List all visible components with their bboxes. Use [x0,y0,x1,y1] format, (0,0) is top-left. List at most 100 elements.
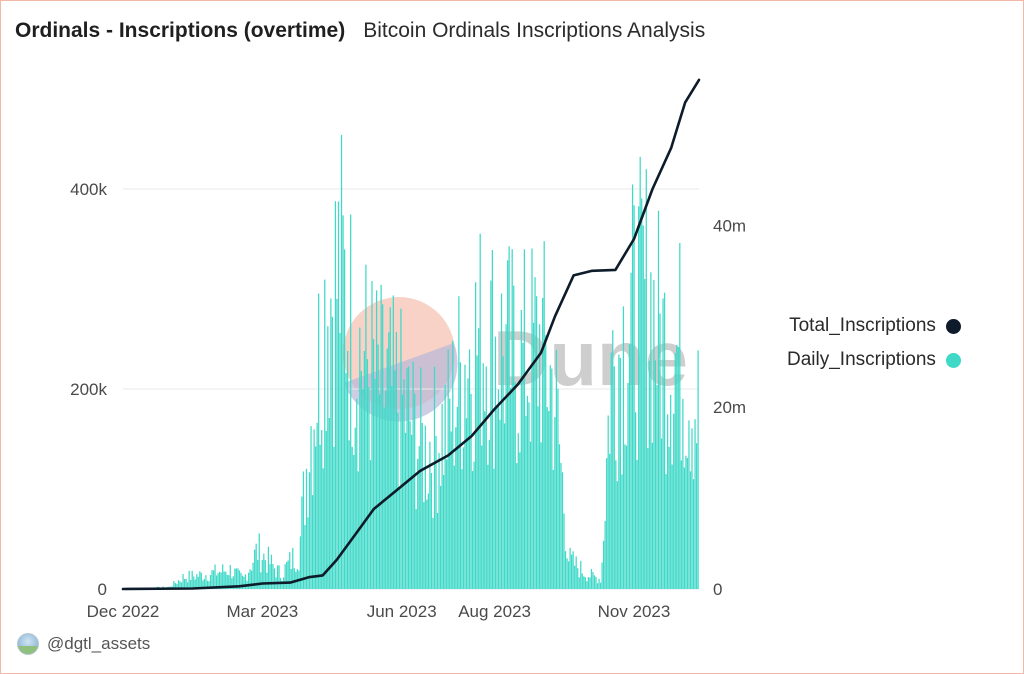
daily-bar [226,574,228,589]
daily-bar [676,344,678,589]
legend-label-daily: Daily_Inscriptions [787,349,936,370]
daily-bar [682,398,684,589]
daily-bar [590,569,593,589]
daily-bar [337,201,340,589]
daily-bar [249,569,251,589]
daily-bar [331,316,334,589]
daily-bar [386,348,388,589]
daily-bar [532,322,535,589]
daily-bar [628,344,631,589]
daily-bar [209,575,212,589]
daily-bar [686,457,689,589]
daily-bar [348,440,350,589]
daily-bar [546,407,548,589]
daily-bar [622,306,625,589]
daily-bar [596,583,599,589]
daily-bar [564,551,567,589]
legend-item-daily[interactable]: Daily_Inscriptions [787,343,961,377]
author-handle[interactable]: @dgtl_assets [47,634,151,653]
daily-bar [677,346,679,589]
daily-bar [365,264,367,589]
daily-bar [688,420,690,589]
daily-bar [372,339,375,589]
x-tick-label: Mar 2023 [226,602,298,621]
daily-bar [310,426,312,589]
daily-bar [478,328,480,589]
daily-bar [351,446,353,589]
daily-bar [441,403,443,589]
daily-bar [694,419,696,589]
daily-bar [409,421,411,589]
daily-bar [645,169,647,589]
daily-bar [366,359,369,589]
daily-bar [232,576,234,589]
daily-bar [507,260,509,589]
chart-title[interactable]: Ordinals - Inscriptions (overtime) [15,19,346,42]
daily-bar [674,353,676,589]
daily-bar [276,565,279,589]
daily-bar [587,577,590,589]
daily-bar [319,444,321,589]
daily-bar [299,536,302,589]
legend-item-total[interactable]: Total_Inscriptions [787,309,961,343]
daily-bar [545,335,547,589]
daily-bar [503,423,506,589]
daily-bar [238,570,241,589]
daily-bar [257,559,259,589]
daily-bar [450,431,452,589]
x-tick-label: Jun 2023 [367,602,437,621]
daily-bar [662,298,664,589]
daily-bar [290,568,292,589]
daily-bar [255,543,257,589]
daily-bar [592,572,594,589]
daily-bar [488,439,490,589]
daily-bar [482,363,484,589]
daily-bar [452,340,454,589]
daily-bar [683,467,686,589]
user-avatar-icon[interactable] [17,633,39,655]
daily-bar [487,464,489,589]
daily-bar [362,388,364,589]
chart-legend: Total_Inscriptions Daily_Inscriptions [787,309,961,377]
daily-bar [343,249,346,589]
daily-bar [205,575,207,589]
daily-bar [179,581,181,589]
daily-bar [424,425,426,589]
right-axis: 0 20m 40m [713,216,746,599]
daily-bar [606,458,608,589]
daily-bar [567,561,570,589]
x-tick-label: Aug 2023 [458,602,531,621]
daily-bar [397,412,399,589]
daily-bar [418,446,420,589]
daily-bar [202,580,204,589]
daily-bar [240,572,242,589]
daily-bar [321,429,323,589]
daily-bar [660,438,663,589]
daily-bar [289,552,291,589]
daily-bar [635,412,637,589]
daily-bar [429,441,431,589]
daily-bar [685,455,687,589]
daily-bar [296,569,298,589]
daily-bar [566,558,568,589]
left-tick-label: 0 [98,580,107,599]
daily-bar [389,307,391,589]
daily-bar [446,459,448,589]
daily-bar [607,415,609,589]
daily-bar [542,297,544,589]
daily-bar [508,246,510,590]
daily-bar [247,572,250,589]
daily-bar [420,367,422,589]
daily-bar [475,282,477,589]
daily-bar [484,411,486,589]
daily-bar [436,512,439,589]
daily-bar [500,293,503,589]
daily-bar [217,573,219,589]
daily-bar [571,554,573,589]
daily-bar [522,342,524,589]
daily-bar [340,134,343,589]
daily-bar [252,562,254,589]
daily-bar [369,460,372,589]
daily-bar [673,413,675,589]
